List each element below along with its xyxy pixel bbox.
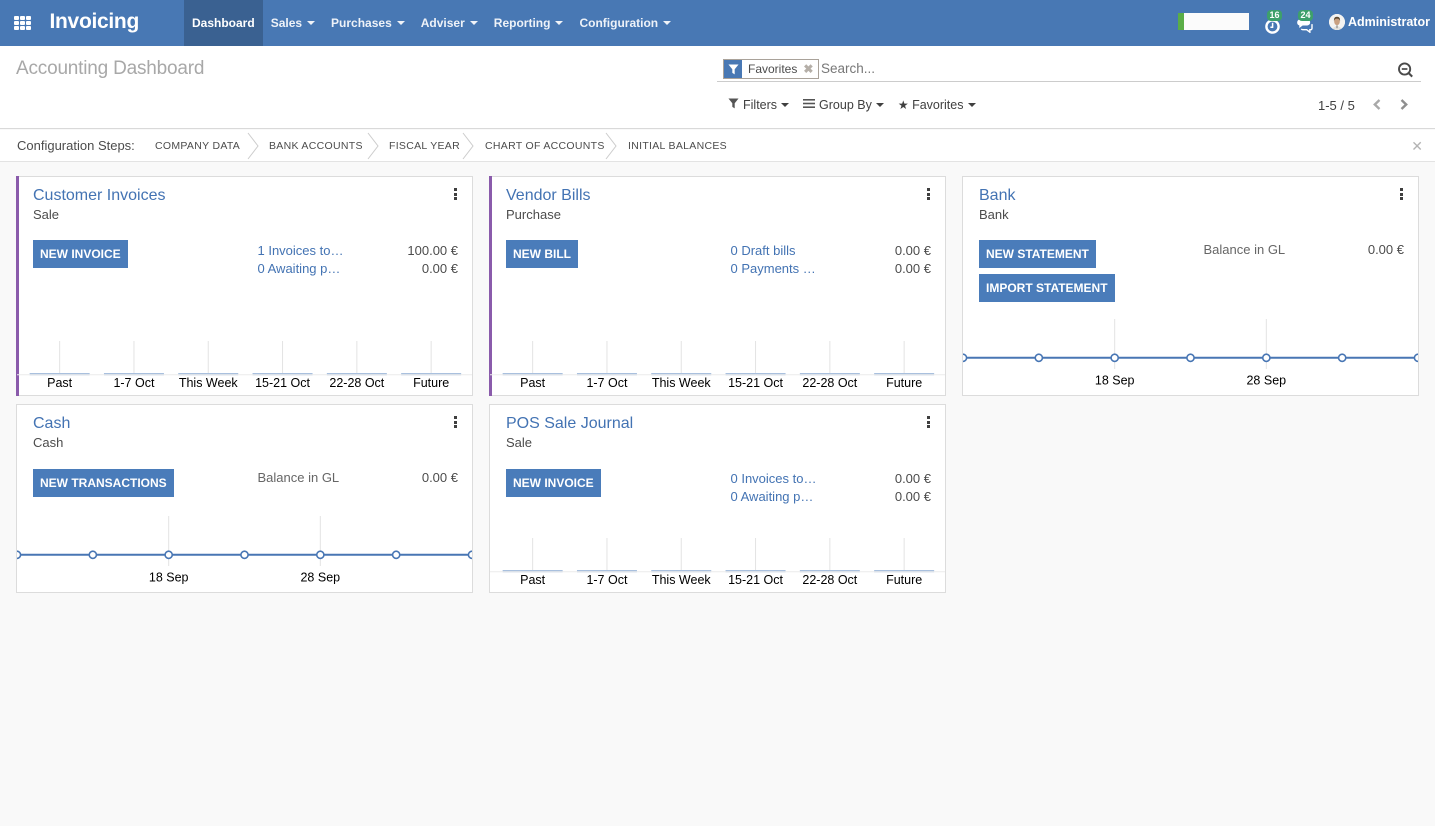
svg-text:15-21 Oct: 15-21 Oct	[255, 376, 310, 390]
svg-text:22-28 Oct: 22-28 Oct	[802, 573, 857, 587]
svg-text:This Week: This Week	[652, 573, 712, 587]
svg-text:Past: Past	[520, 376, 546, 390]
svg-text:Future: Future	[886, 376, 922, 390]
svg-text:15-21 Oct: 15-21 Oct	[728, 376, 783, 390]
svg-text:Future: Future	[886, 573, 922, 587]
svg-text:Future: Future	[413, 376, 449, 390]
svg-text:1-7 Oct: 1-7 Oct	[586, 376, 628, 390]
svg-text:This Week: This Week	[652, 376, 712, 390]
svg-text:Past: Past	[520, 573, 546, 587]
svg-text:This Week: This Week	[179, 376, 239, 390]
svg-text:1-7 Oct: 1-7 Oct	[113, 376, 155, 390]
svg-text:15-21 Oct: 15-21 Oct	[728, 573, 783, 587]
svg-text:Past: Past	[47, 376, 73, 390]
svg-text:22-28 Oct: 22-28 Oct	[802, 376, 857, 390]
svg-text:28 Sep: 28 Sep	[1246, 374, 1286, 388]
svg-text:18 Sep: 18 Sep	[1095, 374, 1135, 388]
svg-text:1-7 Oct: 1-7 Oct	[586, 573, 628, 587]
svg-text:18 Sep: 18 Sep	[149, 571, 189, 585]
svg-text:28 Sep: 28 Sep	[300, 571, 340, 585]
svg-text:22-28 Oct: 22-28 Oct	[329, 376, 384, 390]
